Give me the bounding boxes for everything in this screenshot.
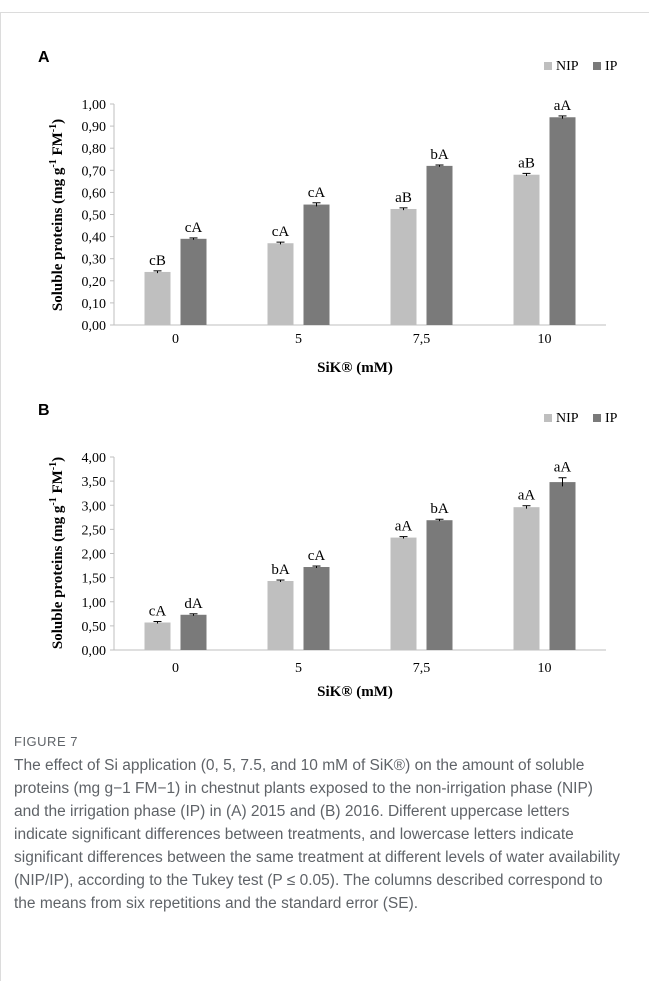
bar-nip — [144, 271, 171, 325]
significance-label: aB — [395, 190, 412, 206]
figure-frame-left — [0, 12, 1, 981]
y-tick-label: 1,00 — [82, 98, 107, 113]
significance-label: cA — [149, 604, 167, 620]
x-tick-label: 0 — [172, 332, 179, 347]
y-tick-label: 0,00 — [82, 644, 107, 659]
legend-label-nip: NIP — [556, 411, 579, 426]
figure-caption: FIGURE 7 The effect of Si application (0… — [14, 734, 622, 915]
y-tick-label: 4,00 — [82, 451, 107, 466]
figure-frame-top — [0, 12, 649, 13]
bar-ip — [549, 117, 576, 325]
x-tick-label: 7,5 — [413, 332, 431, 347]
bar-nip — [267, 581, 294, 650]
x-tick-label: 5 — [295, 661, 302, 676]
figure-label: FIGURE 7 — [14, 734, 78, 749]
x-tick-label: 7,5 — [413, 661, 431, 676]
bar-nip — [267, 243, 294, 325]
figure-charts: A 0,00 0,10 0,20 0,30 0,40 0,50 0,60 0,70 0,80 0,9… — [38, 49, 618, 700]
y-axis-title: Soluble proteins (mg g-1 FM-1) — [48, 457, 66, 649]
significance-label: aA — [554, 98, 572, 114]
y-tick-label: 0,90 — [82, 120, 107, 135]
y-tick-label: 2,00 — [82, 548, 107, 563]
significance-label: cB — [149, 253, 166, 269]
chart-panel-a: A 0,00 0,10 0,20 0,30 0,40 0,50 0,60 0,70 0,80 0,9… — [38, 49, 618, 376]
x-axis-title: SiK® (mM) — [317, 360, 393, 376]
panel-label: A — [38, 49, 50, 66]
y-tick-label: 2,50 — [82, 523, 107, 538]
significance-label: cA — [185, 220, 203, 236]
y-tick-label: 0,00 — [82, 319, 107, 334]
legend-label-ip: IP — [605, 59, 618, 74]
y-axis-title: Soluble proteins (mg g-1 FM-1) — [48, 119, 66, 311]
y-tick-label: 0,70 — [82, 164, 107, 179]
significance-label: bA — [271, 562, 290, 578]
significance-label: cA — [272, 224, 290, 240]
x-tick-label: 5 — [295, 332, 302, 347]
y-tick-label: 0,80 — [82, 142, 107, 157]
bar-ip — [180, 238, 207, 325]
legend-label-ip: IP — [605, 411, 618, 426]
bar-nip — [513, 174, 540, 325]
y-tick-label: 3,00 — [82, 499, 107, 514]
caption-text: The effect of Si application (0, 5, 7.5,… — [14, 757, 620, 912]
significance-label: cA — [308, 185, 326, 201]
y-tick-label: 0,60 — [82, 186, 107, 201]
bar-nip — [390, 537, 417, 650]
legend-swatch-ip — [593, 414, 601, 422]
significance-label: aA — [554, 460, 572, 476]
x-tick-label: 10 — [538, 661, 552, 676]
y-tick-label: 0,50 — [82, 209, 107, 224]
significance-label: aB — [518, 155, 535, 171]
significance-label: dA — [184, 596, 203, 612]
y-tick-label: 1,00 — [82, 596, 107, 611]
bar-ip — [549, 482, 576, 650]
bar-ip — [426, 165, 453, 325]
significance-label: bA — [430, 501, 449, 517]
x-axis-title: SiK® (mM) — [317, 684, 393, 700]
panel-label: B — [38, 402, 50, 419]
legend-swatch-nip — [544, 414, 552, 422]
x-tick-label: 10 — [538, 332, 552, 347]
bar-ip — [303, 204, 330, 325]
y-tick-label: 0,10 — [82, 297, 107, 312]
y-tick-label: 0,30 — [82, 253, 107, 268]
y-tick-label: 1,50 — [82, 572, 107, 587]
bar-ip — [303, 567, 330, 650]
bar-ip — [180, 614, 207, 650]
x-tick-label: 0 — [172, 661, 179, 676]
bar-nip — [513, 507, 540, 650]
y-tick-label: 0,50 — [82, 620, 107, 635]
bar-nip — [144, 622, 171, 650]
significance-label: aA — [518, 488, 536, 504]
legend-swatch-nip — [544, 62, 552, 70]
bar-ip — [426, 520, 453, 650]
significance-label: cA — [308, 548, 326, 564]
chart-panel-b: B 0,00 0,50 1,00 1,50 2,00 2,50 3,00 3,50 4,00 0 cA… — [38, 402, 618, 700]
significance-label: bA — [430, 147, 449, 163]
bar-nip — [390, 208, 417, 325]
significance-label: aA — [395, 519, 413, 535]
y-tick-label: 3,50 — [82, 475, 107, 490]
y-tick-label: 0,20 — [82, 275, 107, 290]
y-tick-label: 0,40 — [82, 231, 107, 246]
legend-swatch-ip — [593, 62, 601, 70]
legend-label-nip: NIP — [556, 59, 579, 74]
